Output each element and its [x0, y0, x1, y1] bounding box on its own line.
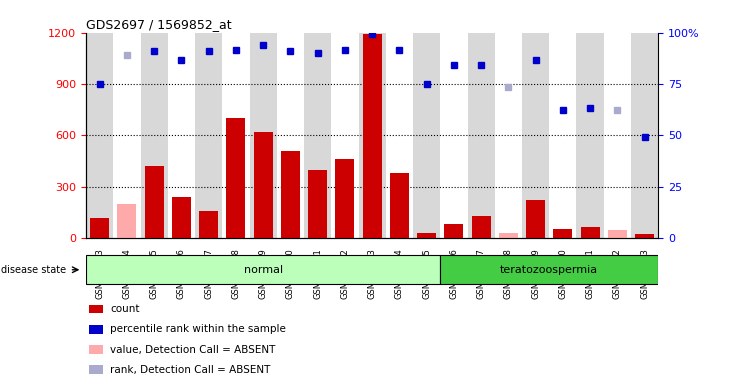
- Text: count: count: [110, 304, 140, 314]
- Text: percentile rank within the sample: percentile rank within the sample: [110, 324, 286, 334]
- Bar: [113, 33, 141, 238]
- Bar: [335, 159, 355, 238]
- Bar: [144, 166, 164, 238]
- Bar: [199, 211, 218, 238]
- Bar: [417, 233, 436, 238]
- Bar: [222, 33, 250, 238]
- Bar: [526, 200, 545, 238]
- Text: normal: normal: [244, 265, 283, 275]
- Bar: [304, 33, 331, 238]
- Bar: [522, 33, 549, 238]
- Bar: [331, 33, 358, 238]
- Bar: [577, 33, 604, 238]
- Bar: [390, 173, 409, 238]
- Bar: [250, 33, 277, 238]
- Bar: [363, 34, 381, 238]
- Bar: [444, 224, 464, 238]
- Bar: [471, 216, 491, 238]
- Bar: [358, 33, 386, 238]
- Bar: [635, 234, 654, 238]
- Bar: [604, 33, 631, 238]
- Bar: [308, 170, 327, 238]
- Text: teratozoospermia: teratozoospermia: [500, 265, 598, 275]
- Bar: [277, 33, 304, 238]
- Bar: [195, 33, 222, 238]
- Text: value, Detection Call = ABSENT: value, Detection Call = ABSENT: [110, 344, 275, 354]
- Bar: [90, 217, 109, 238]
- Bar: [441, 33, 468, 238]
- Bar: [89, 366, 103, 374]
- Bar: [86, 255, 441, 285]
- Bar: [494, 33, 522, 238]
- Bar: [280, 151, 300, 238]
- Text: disease state: disease state: [1, 265, 67, 275]
- Bar: [608, 230, 627, 238]
- Bar: [441, 255, 658, 285]
- Bar: [89, 305, 103, 313]
- Bar: [89, 345, 103, 354]
- Bar: [468, 33, 494, 238]
- Bar: [580, 227, 600, 238]
- Text: rank, Detection Call = ABSENT: rank, Detection Call = ABSENT: [110, 365, 271, 375]
- Bar: [86, 33, 113, 238]
- Bar: [168, 33, 195, 238]
- Bar: [554, 228, 572, 238]
- Bar: [227, 118, 245, 238]
- Bar: [631, 33, 658, 238]
- Bar: [117, 204, 136, 238]
- Bar: [499, 233, 518, 238]
- Bar: [386, 33, 413, 238]
- Bar: [549, 33, 577, 238]
- Bar: [413, 33, 441, 238]
- Bar: [141, 33, 168, 238]
- Bar: [89, 325, 103, 334]
- Text: GDS2697 / 1569852_at: GDS2697 / 1569852_at: [86, 18, 232, 31]
- Bar: [172, 197, 191, 238]
- Bar: [254, 132, 273, 238]
